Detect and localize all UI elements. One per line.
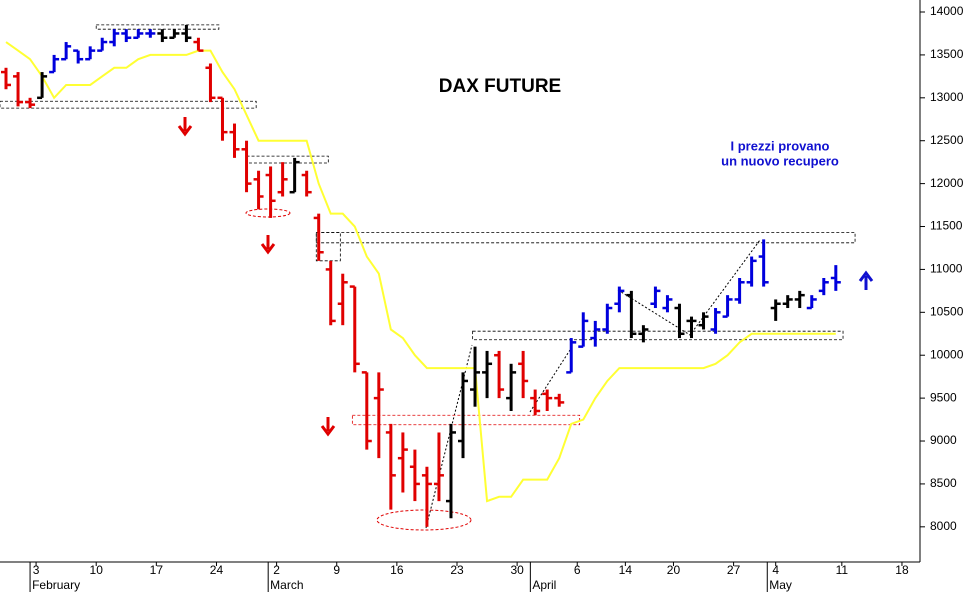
price-level bbox=[0, 100, 257, 109]
y-tick-label: 11500 bbox=[930, 219, 963, 233]
x-tick-label: 3 bbox=[33, 563, 40, 577]
price-level bbox=[472, 330, 844, 341]
down-arrow bbox=[320, 417, 336, 437]
y-tick-label: 13500 bbox=[930, 47, 964, 61]
x-tick-label: 4 bbox=[772, 563, 779, 577]
y-tick-label: 8000 bbox=[930, 519, 957, 533]
y-tick-label: 8500 bbox=[930, 476, 957, 490]
x-tick-label: 10 bbox=[90, 563, 104, 577]
y-tick-label: 9000 bbox=[930, 433, 957, 447]
x-tick-label: 16 bbox=[390, 563, 404, 577]
y-tick-label: 10500 bbox=[930, 304, 964, 318]
x-tick-label: 27 bbox=[727, 563, 741, 577]
month-label: March bbox=[270, 578, 303, 592]
signals bbox=[177, 117, 874, 437]
y-tick-label: 12000 bbox=[930, 176, 964, 190]
x-tick-label: 2 bbox=[273, 563, 280, 577]
x-tick-label: 6 bbox=[574, 563, 581, 577]
x-tick-label: 9 bbox=[333, 563, 340, 577]
annotation: un nuovo recupero bbox=[721, 153, 839, 168]
y-tick-label: 10000 bbox=[930, 347, 964, 361]
x-tick-label: 30 bbox=[510, 563, 524, 577]
low-marker bbox=[376, 509, 472, 531]
month-label: May bbox=[769, 578, 792, 592]
x-tick-label: 17 bbox=[150, 563, 164, 577]
y-tick-label: 14000 bbox=[930, 4, 964, 18]
x-tick-label: 20 bbox=[667, 563, 681, 577]
low-marker bbox=[245, 208, 291, 218]
chart-title: DAX FUTURE bbox=[439, 76, 561, 97]
price-level bbox=[315, 232, 341, 262]
price-level bbox=[95, 24, 220, 30]
month-label: February bbox=[32, 578, 80, 592]
down-arrow bbox=[177, 117, 193, 137]
y-tick-label: 13000 bbox=[930, 90, 964, 104]
x-tick-label: 24 bbox=[210, 563, 224, 577]
x-tick-label: 23 bbox=[450, 563, 464, 577]
price-level bbox=[246, 155, 329, 164]
x-tick-label: 18 bbox=[895, 563, 909, 577]
month-label: April bbox=[532, 578, 556, 592]
y-tick-label: 11000 bbox=[930, 262, 963, 276]
annotation: I prezzi provano bbox=[731, 138, 830, 153]
x-tick-label: 14 bbox=[619, 563, 633, 577]
down-arrow bbox=[260, 235, 276, 255]
price-level bbox=[315, 232, 856, 244]
y-tick-label: 12500 bbox=[930, 133, 964, 147]
up-arrow bbox=[858, 270, 874, 290]
y-tick-label: 9500 bbox=[930, 390, 957, 404]
x-tick-label: 11 bbox=[836, 563, 849, 577]
trend-line bbox=[5, 41, 836, 503]
price-level bbox=[351, 414, 581, 426]
